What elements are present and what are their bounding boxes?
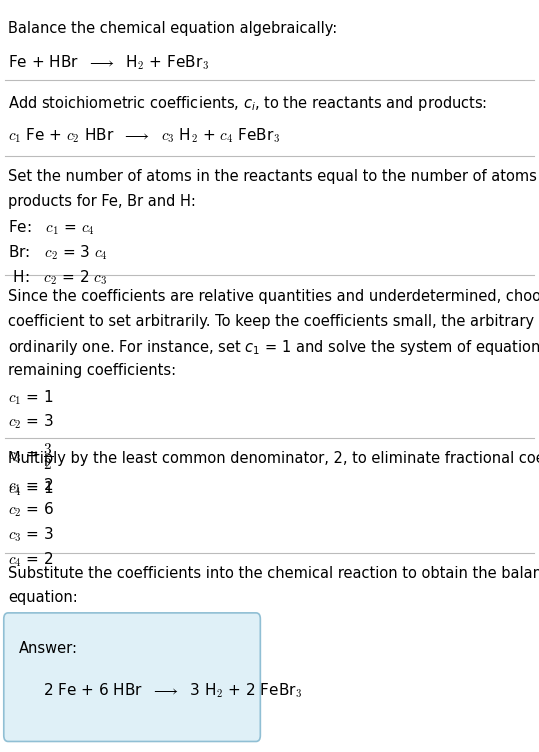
Text: $c_1$ Fe + $c_2$ HBr  $\longrightarrow$  $c_3$ H$_2$ + $c_4$ FeBr$_3$: $c_1$ Fe + $c_2$ HBr $\longrightarrow$ $…: [8, 126, 280, 145]
Text: ordinarily one. For instance, set $c_1$ = 1 and solve the system of equations fo: ordinarily one. For instance, set $c_1$ …: [8, 338, 539, 357]
Text: $c_4$ = 1: $c_4$ = 1: [8, 480, 54, 499]
Text: equation:: equation:: [8, 590, 78, 605]
Text: Balance the chemical equation algebraically:: Balance the chemical equation algebraica…: [8, 21, 337, 36]
Text: 2 Fe + 6 HBr  $\longrightarrow$  3 H$_2$ + 2 FeBr$_3$: 2 Fe + 6 HBr $\longrightarrow$ 3 H$_2$ +…: [19, 681, 302, 700]
Text: H:   $c_2$ = 2 $c_3$: H: $c_2$ = 2 $c_3$: [8, 268, 107, 287]
Text: Set the number of atoms in the reactants equal to the number of atoms in the: Set the number of atoms in the reactants…: [8, 169, 539, 184]
Text: Substitute the coefficients into the chemical reaction to obtain the balanced: Substitute the coefficients into the che…: [8, 566, 539, 581]
Text: $c_3$ = $\dfrac{3}{2}$: $c_3$ = $\dfrac{3}{2}$: [8, 441, 53, 472]
Text: Multiply by the least common denominator, 2, to eliminate fractional coefficient: Multiply by the least common denominator…: [8, 451, 539, 466]
Text: $c_2$ = 6: $c_2$ = 6: [8, 501, 54, 520]
Text: Br:   $c_2$ = 3 $c_4$: Br: $c_2$ = 3 $c_4$: [8, 244, 108, 262]
Text: remaining coefficients:: remaining coefficients:: [8, 363, 176, 378]
Text: coefficient to set arbitrarily. To keep the coefficients small, the arbitrary va: coefficient to set arbitrarily. To keep …: [8, 314, 539, 329]
Text: $c_2$ = 3: $c_2$ = 3: [8, 413, 54, 432]
Text: Add stoichiometric coefficients, $c_i$, to the reactants and products:: Add stoichiometric coefficients, $c_i$, …: [8, 94, 487, 113]
FancyBboxPatch shape: [4, 613, 260, 741]
Text: $c_1$ = 1: $c_1$ = 1: [8, 388, 54, 407]
Text: Answer:: Answer:: [19, 641, 78, 656]
Text: Fe + HBr  $\longrightarrow$  H$_2$ + FeBr$_3$: Fe + HBr $\longrightarrow$ H$_2$ + FeBr$…: [8, 53, 209, 72]
Text: $c_1$ = 2: $c_1$ = 2: [8, 476, 53, 495]
Text: Since the coefficients are relative quantities and underdetermined, choose a: Since the coefficients are relative quan…: [8, 289, 539, 304]
Text: Fe:   $c_1$ = $c_4$: Fe: $c_1$ = $c_4$: [8, 219, 95, 238]
Text: products for Fe, Br and H:: products for Fe, Br and H:: [8, 194, 196, 209]
Text: $c_4$ = 2: $c_4$ = 2: [8, 550, 53, 569]
Text: $c_3$ = 3: $c_3$ = 3: [8, 526, 54, 544]
